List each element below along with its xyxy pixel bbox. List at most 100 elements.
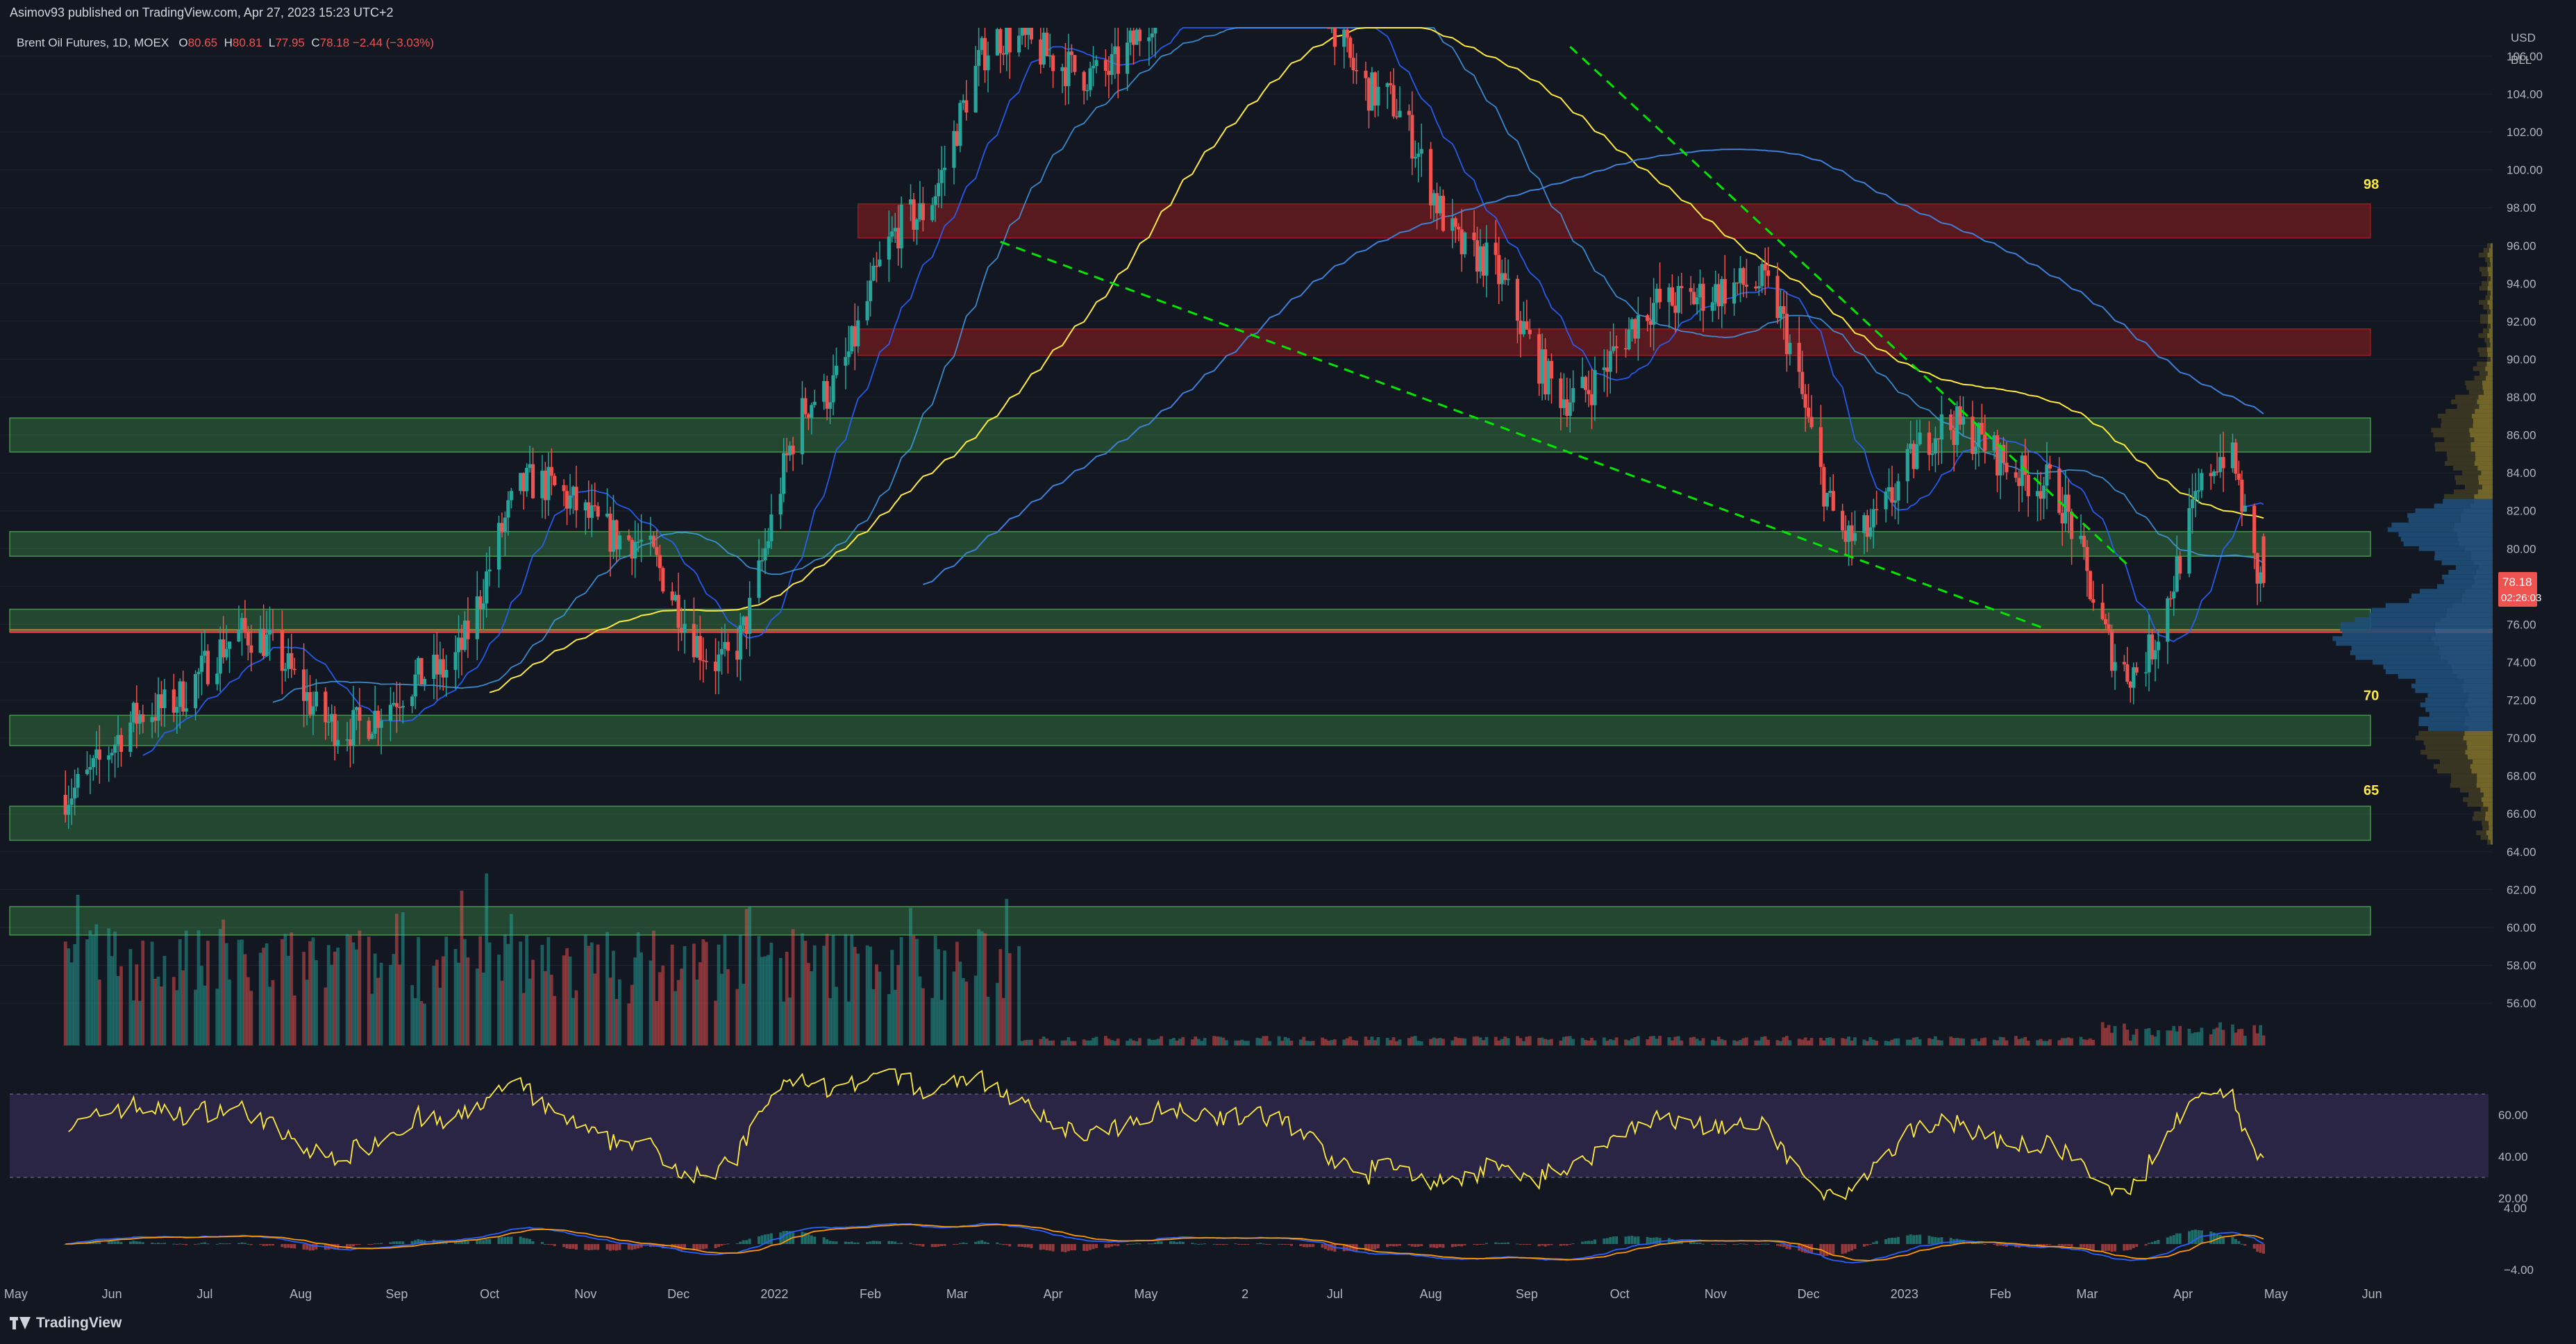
macd-histogram-bar [1720, 1243, 1723, 1245]
candle-body [2001, 444, 2006, 463]
tradingview-logo[interactable]: TradingView [10, 1315, 122, 1332]
profile-bar-up [2477, 773, 2493, 779]
volume-bar [1528, 1036, 1532, 1045]
profile-bar [2487, 324, 2491, 329]
brand-name: TradingView [36, 1315, 122, 1331]
candle-body [1605, 367, 1609, 372]
profile-bar-up [2468, 712, 2493, 717]
macd-histogram-bar [2144, 1244, 2148, 1246]
time-tick-label: Apr [1044, 1287, 1063, 1301]
candle-body [243, 618, 247, 632]
macd-histogram-bar [1927, 1236, 1931, 1244]
profile-bar [2472, 816, 2485, 821]
volume-bar [853, 947, 857, 1045]
volume-bar [91, 934, 95, 1045]
candle-body [1407, 110, 1412, 115]
candle-body [193, 674, 198, 709]
macd-histogram-bar [376, 1243, 380, 1245]
candle-body [283, 669, 287, 671]
candle-body [1871, 509, 1875, 528]
level-label-70: 70 [2364, 689, 2379, 704]
volume-bar [1432, 1037, 1436, 1045]
macd-histogram-bar [807, 1234, 810, 1244]
macd-histogram-bar [476, 1240, 479, 1244]
volume-bar [1720, 1039, 1724, 1045]
volume-bar [1460, 1038, 1464, 1045]
volume-bar [153, 978, 157, 1045]
volume-bar [568, 956, 572, 1045]
candle-body [519, 473, 523, 492]
profile-bar-up [2486, 361, 2493, 367]
macd-histogram-bar [1962, 1240, 1965, 1244]
candle-body [206, 650, 210, 684]
candle-body [1366, 78, 1371, 111]
volume-bar [1939, 1040, 1943, 1045]
candle-body [1741, 268, 1746, 285]
candle-body [1345, 29, 1349, 38]
macd-histogram-bar [1051, 1244, 1055, 1252]
volume-bar [958, 961, 962, 1045]
volume-bar [1277, 1036, 1281, 1045]
profile-bar-up [2457, 537, 2493, 542]
volume-bar [980, 931, 984, 1045]
volume-bar [658, 972, 662, 1045]
candle-body [107, 755, 111, 760]
candle-body [831, 375, 835, 403]
macd-histogram-bar [2175, 1233, 2179, 1244]
macd-histogram-bar [1092, 1244, 1095, 1250]
candle-body [1537, 334, 1541, 384]
profile-bar-up [2474, 437, 2493, 442]
open-label: O [178, 36, 188, 49]
volume-bar [1410, 1036, 1414, 1045]
profile-bar-up [2465, 750, 2493, 755]
volume-bar [1955, 1037, 1959, 1045]
candle-body [1627, 329, 1631, 350]
candle-body [1735, 282, 1739, 284]
macd-histogram-bar [500, 1237, 503, 1244]
candle-body [1562, 399, 1566, 408]
candle-body [162, 689, 167, 709]
volume-bar [1503, 1036, 1507, 1045]
volume-bar [2070, 1038, 2073, 1045]
volume-bar [1930, 1039, 1934, 1045]
macd-histogram-bar [1562, 1244, 1566, 1245]
profile-bar-up [2473, 423, 2493, 428]
rsi-band [10, 1094, 2489, 1177]
macd-histogram-bar [1203, 1243, 1207, 1245]
candle-body [2039, 491, 2043, 499]
profile-bar [2355, 655, 2441, 660]
candle-body [1778, 306, 1783, 319]
support-zone [9, 417, 2371, 453]
candle-body [1701, 283, 1705, 311]
volume-bar [1345, 1038, 1349, 1045]
volume-bar [1822, 1040, 1826, 1045]
volume-bar [1005, 898, 1009, 1045]
candle-body [2236, 473, 2241, 480]
price-axis: USDBLL106.00104.00102.00100.0098.0096.00… [2498, 31, 2543, 1010]
volume-bar [680, 968, 683, 1045]
volume-bar [1624, 1039, 1628, 1045]
profile-bar [2448, 569, 2476, 575]
volume-bar [1862, 1039, 1866, 1045]
candle-body [828, 402, 833, 409]
macd-histogram-bar [203, 1242, 206, 1244]
volume-bar [2215, 1027, 2219, 1045]
high-label: H [224, 36, 233, 49]
profile-bar [2437, 413, 2472, 419]
volume-bar [2193, 1032, 2198, 1045]
macd-histogram-bar [909, 1243, 912, 1244]
volume-bar [2236, 1029, 2241, 1045]
macd-histogram-bar [389, 1242, 392, 1244]
volume-bar [2128, 1040, 2132, 1045]
symbol-title[interactable]: Brent Oil Futures, 1D, MOEX [17, 36, 169, 49]
volume-bar [810, 971, 814, 1045]
profile-bar [2479, 371, 2488, 376]
volume-bar [1212, 1036, 1216, 1045]
profile-bar-up [2485, 366, 2493, 371]
macd-histogram-bar [1764, 1243, 1767, 1245]
macd-histogram-bar [367, 1244, 371, 1245]
volume-bar [1779, 1041, 1782, 1045]
profile-bar-up [2488, 314, 2493, 319]
candle-body [1949, 414, 1953, 430]
